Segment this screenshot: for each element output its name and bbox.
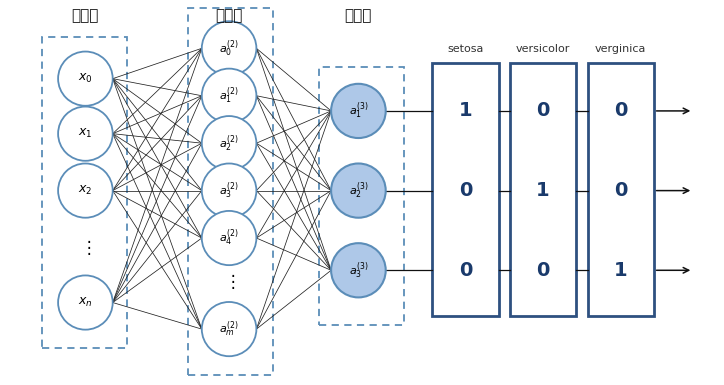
Text: $\vdots$: $\vdots$ <box>80 238 91 257</box>
Text: $a_4^{(2)}$: $a_4^{(2)}$ <box>219 228 239 248</box>
Ellipse shape <box>331 243 386 297</box>
Ellipse shape <box>202 21 256 75</box>
Text: $a_3^{(3)}$: $a_3^{(3)}$ <box>348 260 369 281</box>
Text: $x_1$: $x_1$ <box>78 127 93 140</box>
Ellipse shape <box>58 275 113 330</box>
Text: verginica: verginica <box>595 44 647 54</box>
Ellipse shape <box>58 164 113 218</box>
Ellipse shape <box>58 52 113 106</box>
Text: $a_m^{(2)}$: $a_m^{(2)}$ <box>219 319 239 339</box>
Ellipse shape <box>202 69 256 123</box>
Text: $x_2$: $x_2$ <box>78 184 93 197</box>
Text: $a_1^{(3)}$: $a_1^{(3)}$ <box>348 100 369 121</box>
Ellipse shape <box>58 107 113 161</box>
Text: $a_1^{(2)}$: $a_1^{(2)}$ <box>219 85 239 106</box>
Text: $a_2^{(2)}$: $a_2^{(2)}$ <box>219 133 239 154</box>
Text: 0: 0 <box>614 181 627 200</box>
Text: setosa: setosa <box>447 44 484 54</box>
Text: versicolor: versicolor <box>516 44 571 54</box>
Text: $x_n$: $x_n$ <box>78 296 93 309</box>
Ellipse shape <box>202 164 256 218</box>
Ellipse shape <box>202 211 256 265</box>
Text: 0: 0 <box>459 181 472 200</box>
Text: 1: 1 <box>614 261 628 280</box>
Text: 입력층: 입력층 <box>72 8 99 23</box>
Ellipse shape <box>331 164 386 218</box>
Text: $a_0^{(2)}$: $a_0^{(2)}$ <box>219 38 239 59</box>
Bar <box>432 64 499 316</box>
Bar <box>319 67 404 325</box>
Bar <box>510 64 576 316</box>
Text: 1: 1 <box>536 181 550 200</box>
Text: 0: 0 <box>536 261 550 280</box>
Ellipse shape <box>331 84 386 138</box>
Text: 1: 1 <box>458 101 472 121</box>
Bar <box>188 8 273 375</box>
Text: 0: 0 <box>536 101 550 121</box>
Ellipse shape <box>202 116 256 170</box>
Text: 출력층: 출력층 <box>345 8 372 23</box>
Ellipse shape <box>202 302 256 356</box>
Text: $\vdots$: $\vdots$ <box>224 272 235 291</box>
Bar <box>42 37 127 348</box>
Text: 0: 0 <box>614 101 627 121</box>
Bar <box>588 64 654 316</box>
Text: 은닉층: 은닉층 <box>216 8 243 23</box>
Text: $a_3^{(2)}$: $a_3^{(2)}$ <box>219 180 239 201</box>
Text: $a_2^{(3)}$: $a_2^{(3)}$ <box>348 180 369 201</box>
Text: $x_0$: $x_0$ <box>78 72 93 85</box>
Text: 0: 0 <box>459 261 472 280</box>
